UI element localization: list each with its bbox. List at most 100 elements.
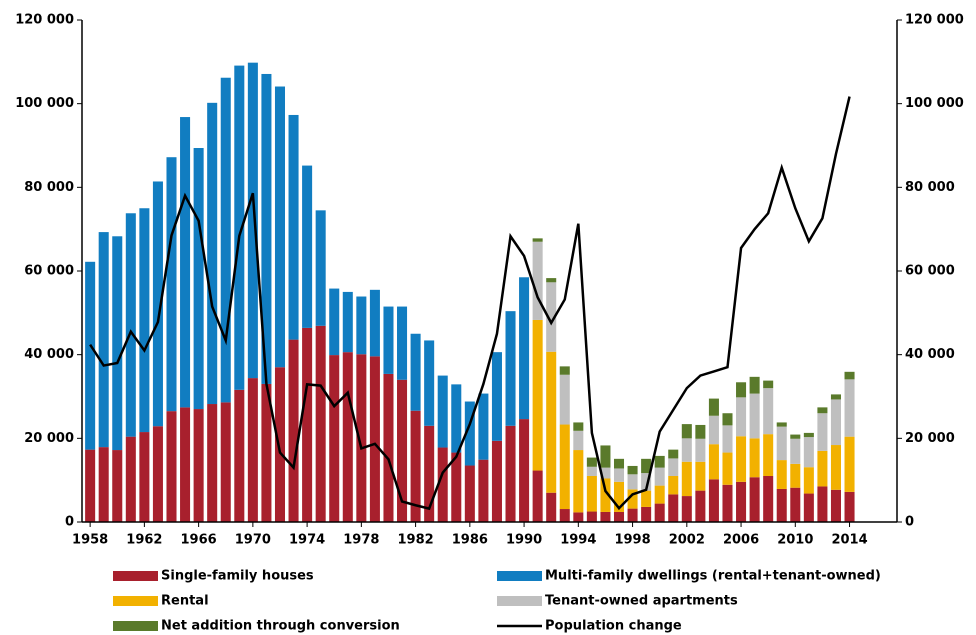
bar bbox=[600, 445, 611, 468]
bar bbox=[586, 457, 597, 467]
x-tick-label: 2010 bbox=[777, 533, 813, 548]
bar bbox=[627, 508, 638, 522]
y-tick-label: 80 000 bbox=[24, 180, 74, 195]
bar bbox=[668, 449, 679, 459]
bar bbox=[112, 236, 123, 451]
bar bbox=[424, 425, 435, 522]
bar bbox=[491, 352, 502, 441]
bar bbox=[627, 465, 638, 475]
bar bbox=[397, 379, 408, 522]
bar bbox=[207, 102, 218, 405]
bar bbox=[207, 404, 218, 522]
legend-label: Net addition through conversion bbox=[161, 619, 400, 634]
bar bbox=[329, 355, 340, 522]
bar bbox=[247, 378, 258, 522]
bar bbox=[695, 490, 706, 522]
bar bbox=[763, 475, 774, 522]
bar bbox=[573, 430, 584, 451]
bar bbox=[776, 460, 787, 489]
bar bbox=[532, 319, 543, 471]
bar bbox=[383, 373, 394, 522]
bar bbox=[519, 419, 530, 522]
bar bbox=[369, 289, 380, 357]
bar bbox=[763, 434, 774, 476]
bar bbox=[410, 333, 421, 411]
bar bbox=[464, 465, 475, 522]
bar bbox=[315, 325, 326, 522]
bar bbox=[736, 436, 747, 482]
bar bbox=[573, 450, 584, 513]
legend-swatch bbox=[497, 596, 542, 606]
bar bbox=[722, 484, 733, 522]
bar bbox=[790, 463, 801, 488]
bar bbox=[220, 77, 231, 403]
x-tick-label: 2014 bbox=[831, 533, 867, 548]
x-tick-label: 1974 bbox=[289, 533, 325, 548]
bar bbox=[369, 356, 380, 522]
bar bbox=[763, 380, 774, 389]
bar bbox=[613, 481, 625, 512]
bar bbox=[641, 506, 652, 522]
bar bbox=[478, 393, 489, 460]
x-tick-label: 1998 bbox=[614, 533, 650, 548]
legend-swatch bbox=[497, 571, 542, 581]
legend-label: Tenant-owned apartments bbox=[545, 594, 738, 609]
bar bbox=[315, 210, 326, 326]
y2-tick-label: 60 000 bbox=[905, 264, 955, 279]
bar bbox=[261, 383, 272, 522]
bar bbox=[302, 165, 313, 328]
bar bbox=[193, 148, 204, 410]
bar bbox=[546, 351, 557, 493]
legend-label: Multi-family dwellings (rental+tenant-ow… bbox=[545, 569, 881, 584]
legend-label: Population change bbox=[545, 619, 682, 634]
bar bbox=[817, 413, 828, 451]
y-tick-label: 100 000 bbox=[15, 96, 74, 111]
bar bbox=[573, 422, 584, 431]
x-tick-label: 1970 bbox=[235, 533, 271, 548]
bar bbox=[274, 367, 286, 522]
bar bbox=[844, 371, 855, 380]
bar bbox=[410, 410, 421, 522]
bar bbox=[559, 424, 570, 510]
bar bbox=[708, 444, 719, 480]
bar bbox=[559, 366, 570, 375]
bar bbox=[681, 438, 692, 462]
bar bbox=[437, 375, 448, 448]
y-tick-label: 40 000 bbox=[24, 347, 74, 362]
bar bbox=[451, 452, 462, 522]
bar bbox=[790, 434, 801, 439]
y2-tick-label: 40 000 bbox=[905, 347, 955, 362]
bar bbox=[668, 458, 679, 476]
bar bbox=[749, 376, 760, 394]
y-tick-label: 20 000 bbox=[24, 431, 74, 446]
bar bbox=[681, 496, 692, 522]
bar bbox=[708, 479, 719, 522]
bar bbox=[600, 467, 611, 479]
bar bbox=[559, 509, 570, 522]
bar bbox=[695, 461, 706, 491]
legend-label: Single-family houses bbox=[161, 569, 314, 584]
bar bbox=[288, 114, 299, 340]
x-tick-label: 1990 bbox=[506, 533, 542, 548]
bar bbox=[532, 470, 543, 522]
bar bbox=[356, 296, 367, 355]
bar bbox=[274, 86, 286, 368]
bar bbox=[722, 425, 733, 453]
x-tick-label: 1966 bbox=[181, 533, 217, 548]
bar bbox=[586, 511, 597, 522]
bar bbox=[464, 401, 475, 466]
bar bbox=[830, 489, 841, 522]
bar bbox=[98, 232, 109, 448]
bar bbox=[600, 511, 611, 522]
bar bbox=[234, 65, 245, 390]
bar bbox=[600, 478, 611, 512]
y2-tick-label: 80 000 bbox=[905, 180, 955, 195]
bar bbox=[708, 398, 719, 416]
bar bbox=[790, 487, 801, 522]
bar bbox=[776, 488, 787, 522]
bar bbox=[830, 394, 841, 400]
bar bbox=[627, 489, 638, 509]
bar bbox=[546, 282, 557, 352]
bar bbox=[478, 459, 489, 522]
